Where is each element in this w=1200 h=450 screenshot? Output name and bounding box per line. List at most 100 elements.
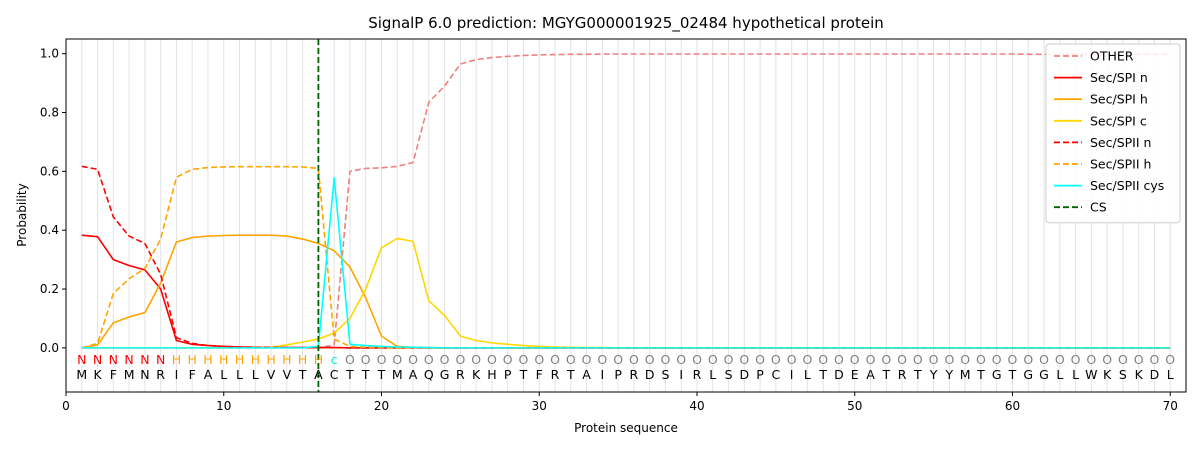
x-tick-label: 50 <box>847 399 862 413</box>
y-tick-label: 0.8 <box>40 106 59 120</box>
sequence-letter: T <box>377 367 386 382</box>
sequence-letter: T <box>1008 367 1017 382</box>
x-tick-label: 40 <box>689 399 704 413</box>
residue-label: O <box>1134 352 1144 367</box>
residue-label: N <box>140 352 149 367</box>
sequence-letter: A <box>582 367 591 382</box>
residue-label: O <box>661 352 671 367</box>
y-tick-label: 0.0 <box>40 341 59 355</box>
sequence-letter: P <box>504 367 512 382</box>
sequence-letter: R <box>156 367 165 382</box>
sequence-letter: I <box>175 367 179 382</box>
sequence-letter: M <box>124 367 135 382</box>
sequence-letter: L <box>1056 367 1063 382</box>
sequence-letter: R <box>456 367 465 382</box>
sequence-letter: K <box>472 367 481 382</box>
sequence-letter: L <box>220 367 227 382</box>
sequence-letter: R <box>693 367 702 382</box>
residue-label: O <box>787 352 797 367</box>
sequence-letter: D <box>1150 367 1160 382</box>
y-tick-label: 0.4 <box>40 223 59 237</box>
sequence-letter: T <box>566 367 575 382</box>
x-ticks: 0 10 20 30 40 50 60 70 <box>62 392 1178 413</box>
sequence-letter: E <box>851 367 859 382</box>
residue-label: O <box>834 352 844 367</box>
residue-label: H <box>219 352 228 367</box>
sequence-letter: I <box>600 367 604 382</box>
residue-label: O <box>929 352 939 367</box>
legend-entry: Sec/SPII h <box>1090 157 1151 172</box>
sequence-letter: A <box>866 367 875 382</box>
residue-label: O <box>613 352 623 367</box>
residue-label: O <box>487 352 497 367</box>
residue-label: N <box>93 352 102 367</box>
residue-label: H <box>187 352 196 367</box>
residue-label: O <box>645 352 655 367</box>
sequence-letter: T <box>881 367 890 382</box>
sequence-letter: R <box>551 367 560 382</box>
residue-label: H <box>251 352 260 367</box>
residue-label: N <box>124 352 133 367</box>
sequence-letter: S <box>1119 367 1127 382</box>
legend-entry: Sec/SPI h <box>1090 92 1148 107</box>
residue-label: O <box>597 352 607 367</box>
residue-label: H <box>172 352 181 367</box>
sequence-letter: K <box>93 367 102 382</box>
sequence-letter: P <box>614 367 622 382</box>
sequence-letter: Y <box>945 367 954 382</box>
sequence-letter: F <box>110 367 117 382</box>
legend-entry: Sec/SPI n <box>1090 70 1148 85</box>
residue-label: O <box>1008 352 1018 367</box>
residue-label: H <box>235 352 244 367</box>
residue-label: H <box>203 352 212 367</box>
y-tick-label: 0.6 <box>40 164 59 178</box>
sequence-letter: C <box>330 367 339 382</box>
chart-title: SignalP 6.0 prediction: MGYG000001925_02… <box>368 14 884 33</box>
sequence-letter: L <box>236 367 243 382</box>
gridlines <box>81 39 1171 392</box>
residue-label: O <box>582 352 592 367</box>
sequence-letter: G <box>440 367 450 382</box>
residue-label: O <box>708 352 718 367</box>
sequence-letter: D <box>645 367 655 382</box>
x-tick-label: 30 <box>532 399 547 413</box>
residue-label: O <box>802 352 812 367</box>
sequence-letter: D <box>739 367 749 382</box>
residue-label: O <box>1039 352 1049 367</box>
residue-label: H <box>314 352 323 367</box>
series-line-other <box>81 53 1171 349</box>
sequence-letter: L <box>709 367 716 382</box>
residue-label: H <box>282 352 291 367</box>
sequence-letter: M <box>76 367 87 382</box>
sequence-letter: T <box>298 367 307 382</box>
residue-label: H <box>266 352 275 367</box>
sequence-letter: Q <box>424 367 434 382</box>
sequence-letter: F <box>536 367 543 382</box>
sequence-letter: T <box>976 367 985 382</box>
sequence-letter: F <box>189 367 196 382</box>
x-axis-label: Protein sequence <box>574 421 678 435</box>
residue-label: O <box>897 352 907 367</box>
sequence-letter: G <box>992 367 1002 382</box>
x-tick-label: 60 <box>1005 399 1020 413</box>
legend-entry: CS <box>1090 200 1107 215</box>
residue-label: O <box>1086 352 1096 367</box>
residue-label: O <box>408 352 418 367</box>
sequence-letter: L <box>1072 367 1079 382</box>
residue-label: O <box>676 352 686 367</box>
residue-label: O <box>913 352 923 367</box>
residue-label: O <box>440 352 450 367</box>
sequence-letter: K <box>1103 367 1112 382</box>
residue-label: O <box>992 352 1002 367</box>
residue-label: O <box>1118 352 1128 367</box>
residue-label: O <box>1071 352 1081 367</box>
residue-label: O <box>850 352 860 367</box>
sequence-letter: R <box>630 367 639 382</box>
sequence-letter: G <box>1023 367 1033 382</box>
sequence-letter: R <box>898 367 907 382</box>
sequence-letter: Y <box>929 367 938 382</box>
residue-label: O <box>960 352 970 367</box>
x-tick-label: 0 <box>62 399 70 413</box>
